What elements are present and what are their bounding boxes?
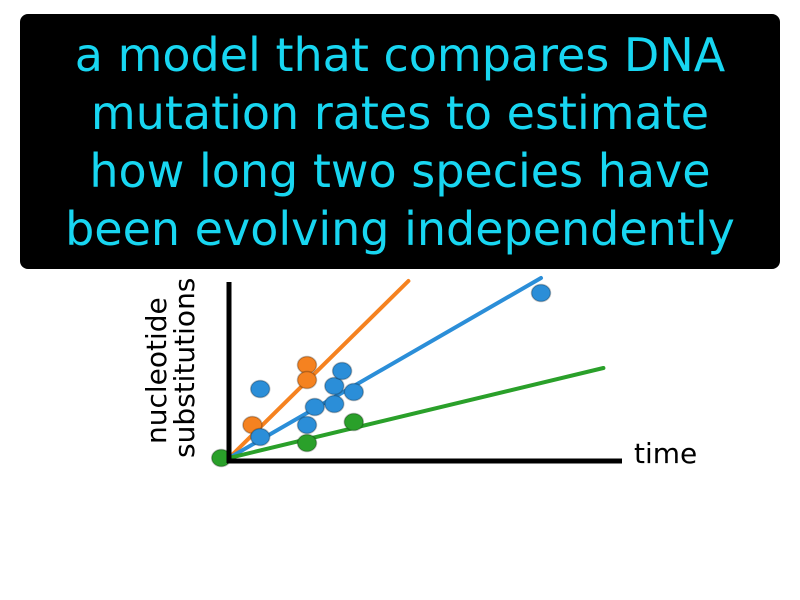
green-data-point <box>343 412 365 432</box>
blue-data-point <box>530 283 552 303</box>
blue-data-point <box>324 394 345 414</box>
x-axis-label: time <box>634 437 697 470</box>
orange-data-point <box>296 370 318 390</box>
blue-data-point <box>249 379 271 399</box>
definition-line-2: mutation rates to estimate <box>90 85 710 140</box>
y-axis-label-line-2: substitutions <box>168 278 201 458</box>
definition-line-1: a model that compares DNA <box>74 27 726 82</box>
blue-data-point <box>249 427 271 447</box>
blue-data-point <box>343 382 365 402</box>
y-axis-label-line-1: nucleotide <box>140 297 173 444</box>
green-trend-line <box>227 366 606 460</box>
green-data-point <box>296 433 318 453</box>
blue-trend-line <box>227 276 543 460</box>
blue-data-point <box>304 397 326 417</box>
definition-line-3: how long two species have <box>89 143 711 198</box>
blue-data-point <box>296 415 318 435</box>
blue-data-point <box>324 376 345 396</box>
blue-data-point <box>331 361 353 381</box>
definition-box: a model that compares DNA mutation rates… <box>20 14 780 269</box>
definition-line-4: been evolving independently <box>65 201 735 256</box>
series-layer <box>210 276 606 468</box>
